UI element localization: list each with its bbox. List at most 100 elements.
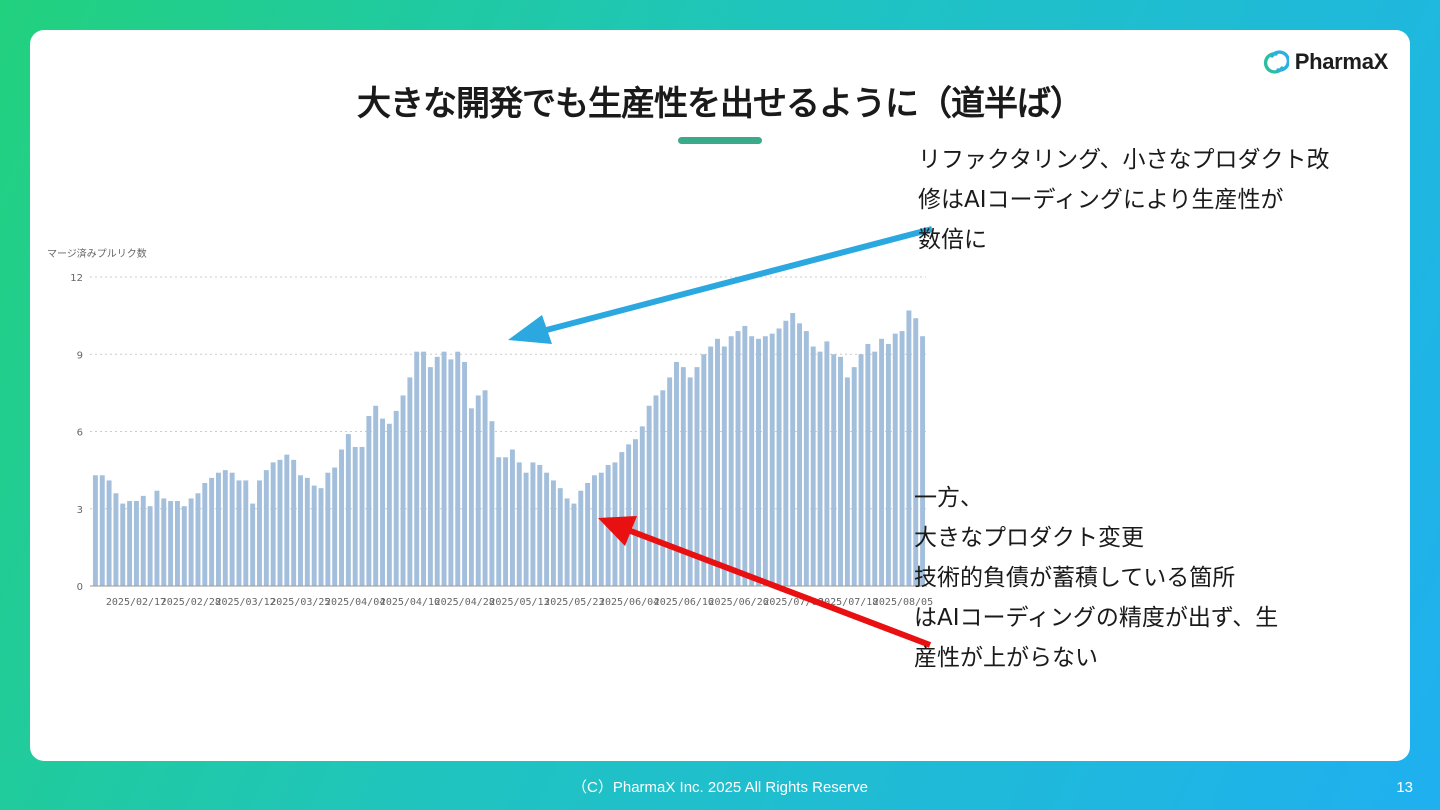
chart-bar [161,498,167,586]
chart-bar [140,495,146,586]
footer-copyright: （C）PharmaX Inc. 2025 All Rights Reserve [572,779,868,796]
chart-bar [291,459,297,586]
chart-bar [639,426,645,586]
annotation-bottom-line: 大きなプロダクト変更 [914,525,1144,551]
chart-bar [906,310,912,586]
x-tick-label: 2025/04/04 [325,597,385,608]
chart-bar [400,395,406,586]
chart-bar [421,351,427,586]
chart-bar [250,503,256,586]
x-tick-label: 2025/05/13 [489,597,549,608]
chart-bar [359,446,365,586]
chart-bar [92,475,98,586]
annotation-top-line: 数倍に [918,227,987,253]
x-tick-label: 2025/02/28 [161,597,221,608]
title-underline [678,137,762,144]
annotation-bottom: 一方、 大きなプロダクト変更 技術的負債が蓄積している箇所 はAIコーディングの… [914,478,1278,678]
chart-bar [838,356,844,586]
chart-bar [633,439,638,586]
chart-bar [318,488,324,586]
page-number: 13 [1396,779,1413,796]
x-tick-label: 2025/03/12 [215,597,275,608]
chart-bar [503,457,509,586]
chart-bar [243,480,249,586]
chart-bar [277,459,283,586]
annotation-top: リファクタリング、小さなプロダクト改 修はAIコーディングにより生産性が 数倍に [918,140,1329,260]
chart-bar [325,472,331,586]
y-tick-label: 9 [77,350,83,361]
y-tick-label: 12 [70,273,83,284]
x-tick-label: 2025/04/28 [435,597,495,608]
chart-bar [851,367,857,586]
chart-bar [742,325,748,586]
chart-bar [386,423,392,586]
chart-bar [202,483,208,586]
chart-bar [174,501,180,586]
chart-bar [489,421,495,586]
chart-bar [352,446,358,586]
slide-card: PharmaX 大きな開発でも生産性を出せるように（道半ば） [30,30,1410,761]
annotation-bottom-line: 一方、 [914,485,983,511]
chart-bar [537,464,543,586]
chart-bar [756,338,761,586]
chart-bar [797,323,802,586]
chart-bar [578,490,584,586]
top-annotation-arrow-shaft [534,226,933,336]
chart-bar [448,359,454,586]
chart-bar [817,351,823,586]
chart-bar [885,343,891,586]
x-tick-label: 2025/03/25 [270,597,330,608]
chart-bar [380,418,385,586]
x-tick-label: 2025/04/16 [380,597,440,608]
pharmax-logo: PharmaX [1259,49,1388,75]
chart-bar [872,351,878,586]
chart-bar [701,354,707,586]
chart-bar [496,457,502,586]
chart-bar [844,377,850,586]
chart-bar [735,331,741,586]
chart-bar [680,367,686,586]
chart-bar [824,341,830,586]
chart-bar [434,356,440,586]
chart-bar [708,346,714,586]
chart-bar [920,336,926,586]
chart-bar [99,475,105,586]
chart-bar [427,367,433,586]
chart-bar [694,367,700,586]
chart-bar [523,472,529,586]
chart-bar [831,354,837,586]
chart-bar [776,328,782,586]
annotation-top-line: 修はAIコーディングにより生産性が [918,187,1284,213]
chart-bar [721,346,727,586]
chart-bar [133,501,139,586]
chart-bar [660,390,666,586]
chart-bar [393,410,399,586]
chart-bar [564,498,570,586]
chart-bar [120,503,126,586]
chart-bar [585,483,591,586]
chart-bar [284,454,290,586]
chart-bar [154,490,160,586]
chart-bar [181,506,187,586]
top-annotation-arrow-head [508,315,552,344]
bottom-annotation-arrow-shaft [626,527,932,648]
chart-bar [728,336,734,586]
chart-bar [147,506,153,586]
chart-bar [509,449,515,586]
chart-bar [557,488,563,586]
chart-bar [899,331,905,586]
chart-bar [858,354,864,586]
annotation-bottom-line: はAIコーディングの精度が出ず、生 [914,605,1279,631]
chart-bar [892,333,898,586]
chart-bar [646,405,652,586]
chart-bar [229,472,235,586]
chart-bar [127,501,133,586]
chart-bar [879,338,885,586]
y-axis-label: マージ済みプルリク数 [47,247,147,260]
chart-bar [188,498,194,586]
chart-bar [571,503,577,586]
chart-bar [236,480,242,586]
slide-title: 大きな開発でも生産性を出せるように（道半ば） [357,84,1084,124]
annotation-bottom-line: 技術的負債が蓄積している箇所 [914,565,1236,591]
annotation-bottom-line: 産性が上がらない [914,645,1098,671]
